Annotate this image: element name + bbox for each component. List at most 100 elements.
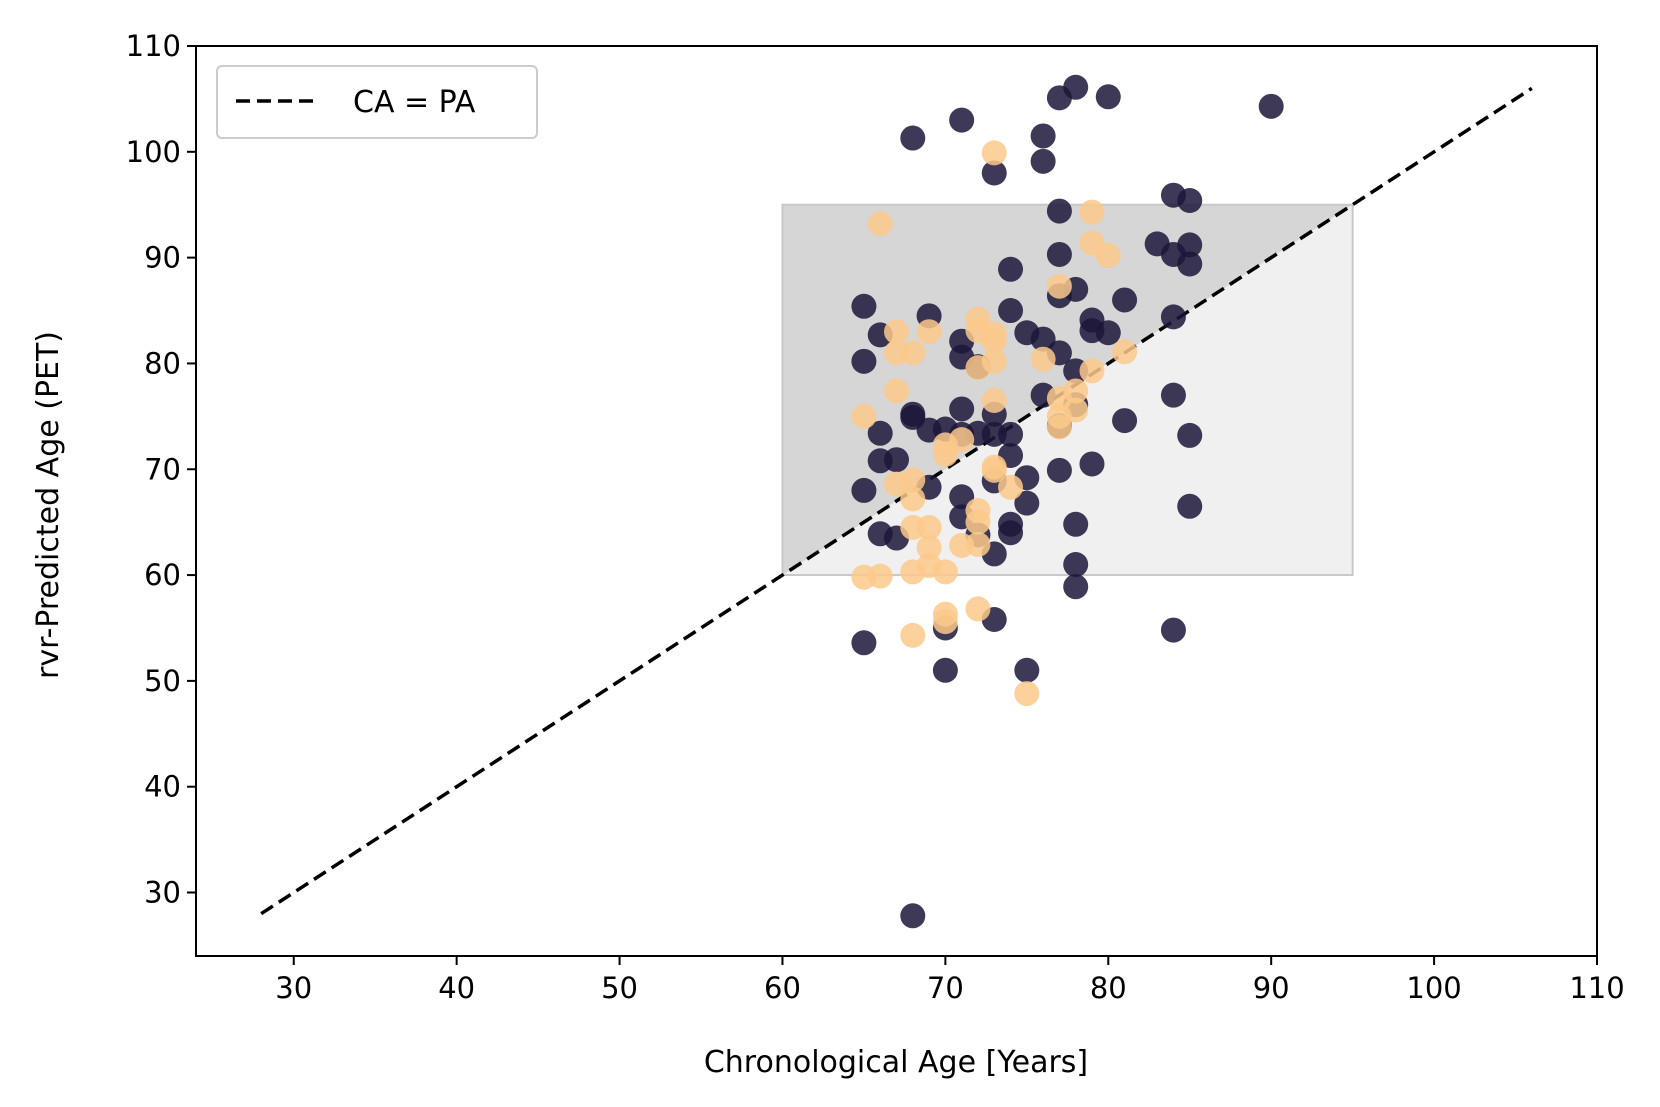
legend: CA = PA: [216, 65, 538, 139]
data-point: [981, 457, 1007, 483]
data-point: [1095, 320, 1121, 346]
y-tick-label: 110: [126, 29, 181, 63]
data-point: [998, 298, 1024, 324]
data-point: [1095, 84, 1121, 110]
data-point: [1079, 358, 1105, 384]
data-point: [851, 630, 877, 656]
data-point: [1177, 251, 1203, 277]
y-tick-label: 50: [144, 664, 181, 698]
y-axis-label: rvr-Predicted Age (PET): [31, 331, 66, 679]
data-point: [932, 441, 958, 467]
data-point: [884, 378, 909, 404]
data-point: [1063, 574, 1089, 600]
data-point: [1063, 511, 1089, 537]
data-point: [1177, 422, 1203, 448]
data-point: [1063, 397, 1089, 423]
data-point: [900, 467, 926, 493]
data-point: [1030, 148, 1056, 174]
data-point: [851, 293, 877, 319]
y-tick-label: 100: [126, 135, 181, 169]
data-point: [1160, 304, 1186, 330]
data-point: [1063, 378, 1089, 404]
data-point: [949, 396, 975, 422]
data-point: [1258, 93, 1284, 119]
plot-frame: [195, 45, 1598, 957]
x-tick-label: 100: [1406, 971, 1461, 1005]
data-point: [900, 486, 926, 512]
data-point: [965, 509, 991, 535]
x-tick-label: 30: [275, 971, 312, 1005]
x-tick-label: 40: [438, 971, 475, 1005]
data-point: [1014, 490, 1040, 516]
identity-line: [260, 86, 1533, 916]
data-point: [884, 319, 909, 345]
legend-label: CA = PA: [353, 85, 476, 120]
data-point: [851, 477, 877, 503]
data-point: [949, 484, 975, 510]
data-point: [1063, 74, 1089, 100]
data-point: [1063, 551, 1089, 577]
x-tick-label: 110: [1569, 971, 1624, 1005]
data-point: [867, 420, 893, 446]
data-point: [900, 125, 926, 151]
shaded-region-lower: [782, 204, 1353, 576]
data-point: [981, 348, 1007, 374]
data-point: [1030, 326, 1056, 352]
data-point: [1079, 451, 1105, 477]
data-point: [932, 559, 958, 585]
data-point: [949, 107, 975, 133]
data-point: [900, 622, 926, 648]
data-point: [1177, 232, 1203, 258]
y-axis-ticks: 30 40 50 60 70 80 90 100 110: [126, 29, 196, 910]
data-point: [1046, 273, 1072, 299]
data-point: [998, 256, 1024, 282]
data-point: [1095, 243, 1121, 269]
data-point: [867, 563, 893, 589]
data-point: [998, 520, 1024, 546]
data-point: [1112, 287, 1138, 313]
data-point: [949, 427, 975, 453]
y-tick-label: 80: [144, 346, 181, 380]
data-point: [851, 403, 877, 429]
y-tick-label: 90: [144, 241, 181, 275]
x-tick-label: 60: [764, 971, 801, 1005]
data-point: [1046, 457, 1072, 483]
data-point: [1112, 339, 1138, 365]
data-point: [851, 348, 877, 374]
x-axis-label: Chronological Age [Years]: [704, 1045, 1088, 1080]
data-point: [1046, 414, 1072, 440]
data-point: [900, 340, 926, 366]
data-point: [981, 140, 1007, 166]
data-point: [900, 903, 926, 929]
data-point: [916, 535, 942, 561]
data-point: [1030, 123, 1056, 149]
data-point: [1160, 617, 1186, 643]
data-point: [932, 609, 958, 635]
x-tick-label: 70: [927, 971, 964, 1005]
data-point: [1177, 187, 1203, 213]
y-tick-label: 60: [144, 558, 181, 592]
data-points: [851, 74, 1284, 929]
data-point: [1046, 198, 1072, 224]
data-point: [1046, 241, 1072, 267]
data-point: [1079, 199, 1105, 225]
x-tick-label: 90: [1253, 971, 1290, 1005]
x-axis-ticks: 30 40 50 60 70 80 90 100 110: [275, 956, 1625, 1005]
x-tick-label: 80: [1090, 971, 1127, 1005]
y-tick-label: 40: [144, 770, 181, 804]
data-point: [981, 160, 1007, 186]
legend-box: [216, 65, 538, 139]
y-tick-label: 30: [144, 876, 181, 910]
data-point: [932, 657, 958, 683]
data-point: [1160, 382, 1186, 408]
data-point: [1014, 657, 1040, 683]
data-point: [916, 319, 942, 345]
data-point: [867, 211, 893, 237]
data-point: [998, 474, 1024, 500]
data-point: [981, 328, 1007, 354]
data-point: [1177, 493, 1203, 519]
data-point: [981, 387, 1007, 413]
data-point: [998, 421, 1024, 447]
data-point: [965, 596, 991, 622]
